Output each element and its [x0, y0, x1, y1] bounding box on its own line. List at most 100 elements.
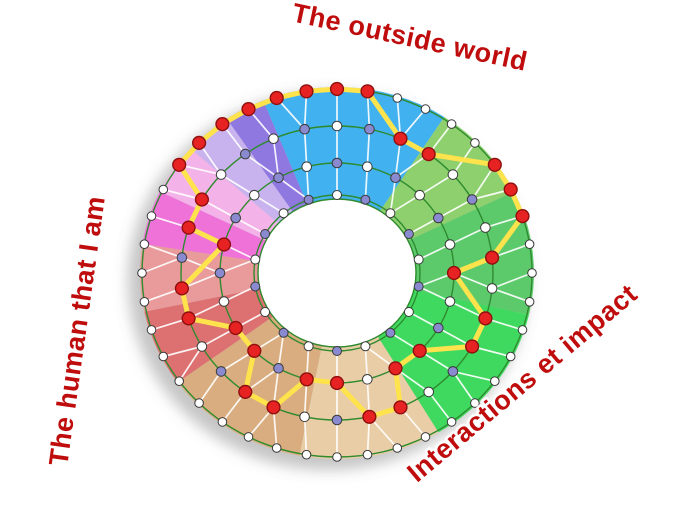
node-red [216, 237, 232, 252]
node-white [505, 351, 516, 362]
node-white [360, 341, 371, 352]
node-white [420, 104, 431, 114]
node-white [271, 443, 282, 453]
node-red [388, 361, 403, 376]
node-red [238, 384, 253, 400]
node-purple [214, 267, 226, 279]
node-white [447, 169, 459, 180]
node-red [269, 90, 284, 106]
node-white [243, 432, 254, 442]
node-purple [250, 281, 261, 292]
node-white [139, 297, 150, 307]
node-purple [230, 212, 241, 224]
node-white [420, 432, 431, 442]
sector-pink [142, 191, 266, 262]
label-human-that-i-am: The human that I am [43, 194, 111, 468]
sector-light-red [140, 243, 260, 312]
node-white [385, 208, 396, 219]
node-white [249, 189, 260, 201]
node-red [194, 192, 210, 207]
sector-tan [177, 316, 322, 456]
node-purple [260, 229, 271, 239]
node-purple [240, 148, 251, 160]
node-white [158, 351, 169, 362]
node-white [490, 376, 500, 387]
node-white [137, 268, 147, 278]
node-red [241, 101, 256, 117]
node-white [414, 189, 426, 201]
node-red [421, 147, 436, 162]
node-white [250, 254, 261, 265]
node-white [301, 161, 313, 172]
node-red [247, 343, 262, 358]
node-purple [433, 212, 444, 224]
node-red [181, 220, 196, 235]
node-white [527, 268, 537, 278]
node-white [268, 133, 279, 144]
node-white [446, 119, 457, 129]
node-purple [433, 322, 444, 334]
node-white [446, 417, 457, 427]
node-white [146, 325, 157, 335]
sector-vivid-green [377, 289, 529, 433]
node-white [215, 169, 227, 180]
node-white [470, 138, 480, 148]
node-white [218, 296, 230, 307]
node-purple [278, 327, 289, 338]
node-red [329, 375, 345, 391]
node-red [228, 320, 243, 336]
node-red [299, 372, 314, 387]
node-purple [466, 194, 478, 205]
node-white [413, 254, 424, 265]
node-white [470, 398, 480, 408]
node-purple [331, 414, 343, 426]
node-purple [364, 123, 375, 135]
node-purple [299, 123, 310, 135]
node-red [266, 400, 281, 415]
node-red [446, 265, 462, 281]
node-red [393, 400, 408, 415]
node-red [503, 182, 518, 197]
node-white [146, 211, 157, 221]
label-outside-world: The outside world [290, 0, 531, 77]
node-purple [215, 366, 227, 377]
node-white [301, 449, 312, 460]
node-purple [332, 346, 342, 356]
node-white [362, 449, 373, 460]
sector-red [144, 288, 274, 383]
node-red [174, 281, 190, 296]
node-white [480, 222, 491, 233]
node-red [487, 157, 502, 172]
node-red [192, 135, 207, 151]
node-purple [273, 363, 284, 374]
node-white [331, 120, 343, 132]
node-purple [360, 194, 371, 205]
node-purple [403, 229, 414, 239]
node-white [486, 283, 498, 294]
node-white [362, 374, 373, 385]
node-white [524, 239, 535, 249]
node-white [444, 239, 456, 250]
node-white [158, 184, 169, 195]
node-white [217, 417, 228, 427]
node-white [423, 386, 435, 398]
node-white [196, 341, 208, 352]
node-purple [176, 252, 188, 263]
node-white [260, 307, 271, 317]
node-purple [331, 157, 343, 169]
node-red [515, 209, 530, 224]
node-purple [413, 281, 424, 292]
node-white [194, 398, 204, 408]
node-red [172, 157, 187, 172]
node-red [465, 339, 480, 354]
center-hole [258, 199, 416, 347]
node-red [362, 409, 377, 424]
node-white [299, 411, 310, 423]
node-red [215, 116, 230, 132]
node-white [392, 93, 403, 103]
node-white [444, 296, 456, 307]
node-white [524, 297, 535, 307]
node-white [332, 190, 342, 200]
wheel [128, 81, 537, 470]
